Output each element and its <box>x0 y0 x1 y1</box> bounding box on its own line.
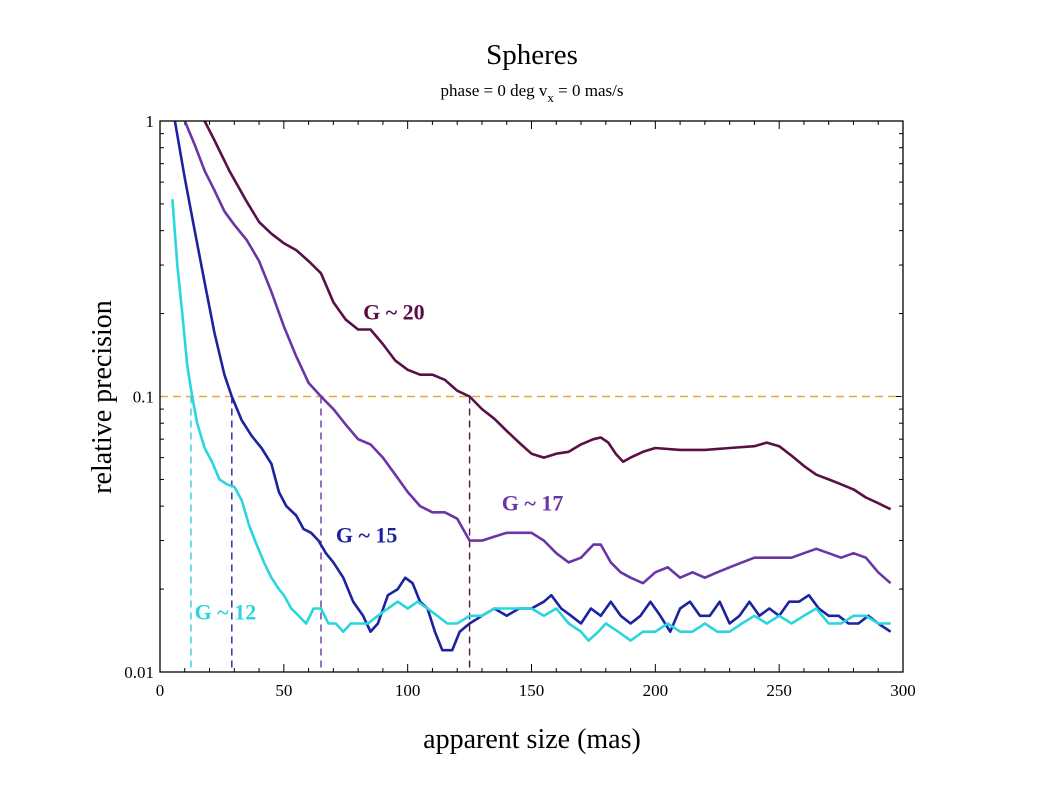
x-tick-label: 50 <box>275 681 292 700</box>
x-tick-label: 100 <box>395 681 421 700</box>
series-label: G ~ 12 <box>195 600 257 625</box>
x-tick-label: 150 <box>519 681 545 700</box>
series-line <box>171 199 891 642</box>
series-line <box>173 121 892 652</box>
plot-frame <box>159 120 904 673</box>
series-line <box>183 121 892 585</box>
chart-subtitle: phase = 0 deg vx = 0 mas/s <box>441 81 624 105</box>
chart-title: Spheres <box>486 39 578 71</box>
plot-layer: 0 50 100 150 200 250 300 0.01 0.1 1 G ~ 20 G ~ 17 G … <box>124 112 916 700</box>
chart-subtitle-subscript: x <box>547 90 554 105</box>
y-tick-label: 0.01 <box>124 663 154 682</box>
x-axis-label: apparent size (mas) <box>423 724 641 755</box>
x-tick-label: 300 <box>890 681 916 700</box>
series-label: G ~ 17 <box>502 491 564 516</box>
y-axis-label: relative precision <box>87 300 118 494</box>
series-line <box>203 121 892 511</box>
x-tick-label: 250 <box>766 681 792 700</box>
y-tick-label: 0.1 <box>133 388 154 407</box>
chart-subtitle-prefix: phase = 0 deg v <box>441 81 548 100</box>
y-tick-label: 1 <box>146 112 155 131</box>
chart-subtitle-suffix: = 0 mas/s <box>554 81 624 100</box>
x-tick-label: 0 <box>156 681 165 700</box>
series-label: G ~ 15 <box>336 523 398 548</box>
x-tick-label: 200 <box>643 681 669 700</box>
series-label: G ~ 20 <box>363 300 425 325</box>
